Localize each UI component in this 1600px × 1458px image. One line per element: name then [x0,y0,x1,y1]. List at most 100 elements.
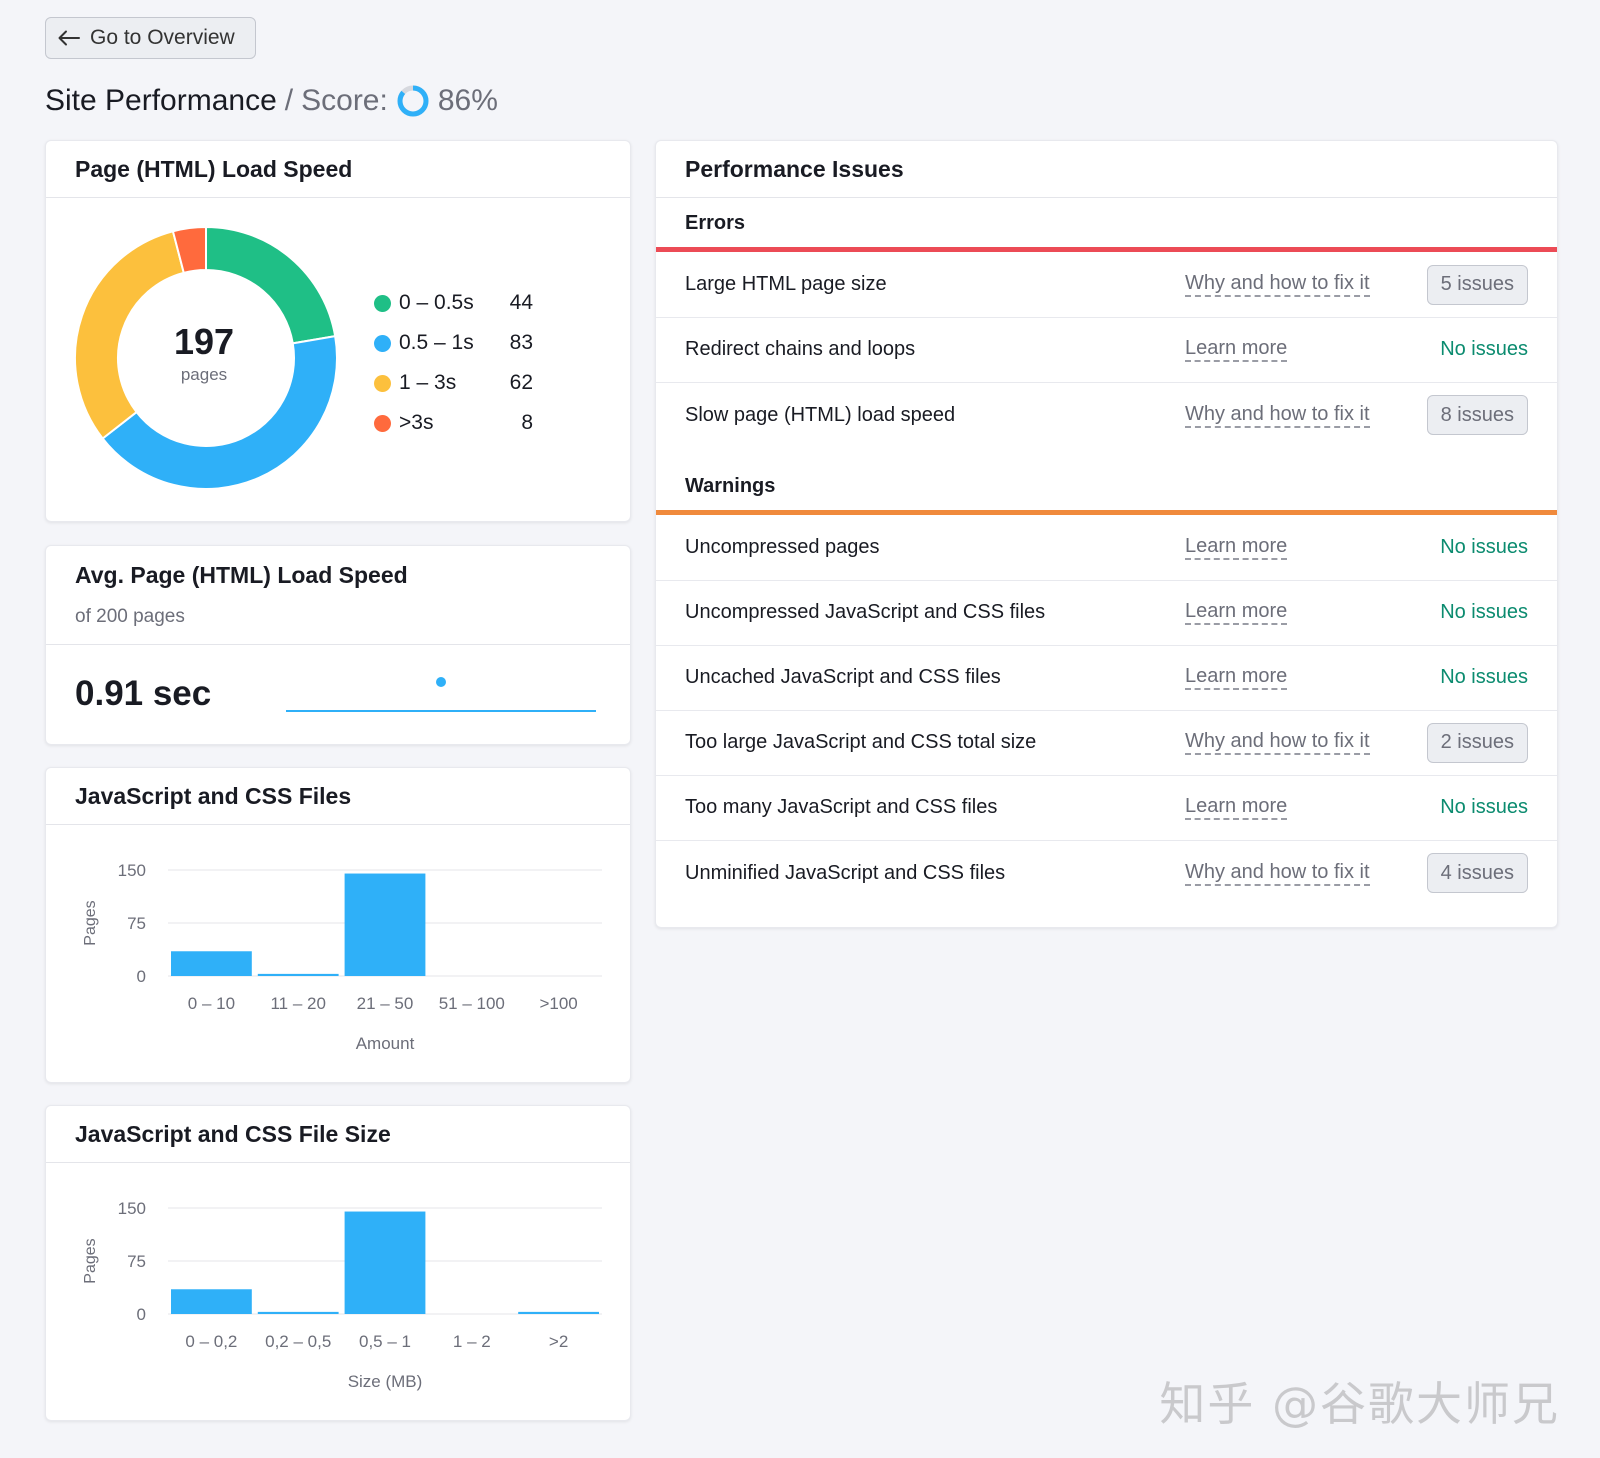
legend-dot [374,334,391,352]
load-speed-donut-chart [74,226,338,490]
load-speed-title: Page (HTML) Load Speed [75,155,353,182]
legend-label: >3s [399,411,434,434]
x-tick-label: 1 – 2 [453,1332,491,1351]
issues-count-button[interactable]: 4 issues [1426,853,1528,893]
issue-name: Large HTML page size [685,273,887,295]
avg-load-speed-card: Avg. Page (HTML) Load Speed of 200 pages… [45,545,631,745]
why-and-how-to-fix-link[interactable]: Why and how to fix it [1185,403,1370,428]
y-tick-label: 150 [118,1199,146,1218]
bar-1[interactable] [257,1311,339,1314]
no-issues-status: No issues [1440,338,1528,360]
y-axis-label: Pages [82,1238,99,1283]
issue-name: Redirect chains and loops [685,338,916,360]
title-separator: / [284,84,294,117]
learn-more-link[interactable]: Learn more [1185,600,1288,625]
arrow-left-icon [58,30,80,46]
warnings-section-header: Warnings [685,474,776,497]
learn-more-link[interactable]: Learn more [1185,337,1288,362]
avg-load-speed-title: Avg. Page (HTML) Load Speed [75,562,408,588]
x-tick-label: 0 – 10 [188,994,235,1013]
issue-row: Uncached JavaScript and CSS files Learn m… [656,645,1557,711]
warnings-severity-bar [656,510,1557,515]
issue-row: Uncompressed pages Learn more No issues [656,515,1557,581]
js-css-files-card: JavaScript and CSS Files 150 75 0 Pages 0 – … [45,767,631,1083]
avg-load-speed-value: 0.91 sec [75,674,212,713]
sparkline-point [436,677,446,687]
x-tick-label: 0,5 – 1 [359,1332,411,1351]
issue-name: Too large JavaScript and CSS total size [685,731,1037,753]
issues-count-button[interactable]: 8 issues [1426,395,1528,435]
js-css-files-title: JavaScript and CSS Files [75,782,352,809]
x-tick-label: 0,2 – 0,5 [265,1332,331,1351]
score-value: 86% [437,84,498,117]
issue-row: Slow page (HTML) load speed Why and how t… [656,382,1557,448]
bar-0[interactable] [171,951,252,976]
divider [46,644,630,645]
bar-2[interactable] [344,1211,426,1314]
js-css-size-chart: 150 75 0 Pages 0 – 0,2 0,2 – 0,5 0,5 – 1 1 – 2 >… [82,1199,602,1391]
x-tick-label: >100 [539,994,577,1013]
no-issues-status: No issues [1440,796,1528,818]
performance-issues-card: Performance Issues Errors Large HTML page… [655,140,1558,928]
issues-count-button[interactable]: 5 issues [1426,264,1528,305]
no-issues-status: No issues [1440,666,1528,688]
bar-1[interactable] [257,973,339,976]
legend-dot [374,414,391,432]
learn-more-link[interactable]: Learn more [1185,795,1288,820]
learn-more-link[interactable]: Learn more [1185,535,1288,560]
donut-slice-3[interactable] [171,226,207,275]
x-tick-label: 21 – 50 [357,994,414,1013]
no-issues-status: No issues [1440,601,1528,623]
x-axis-label: Size (MB) [348,1372,423,1391]
x-tick-label: 11 – 20 [270,994,325,1013]
why-and-how-to-fix-link[interactable]: Why and how to fix it [1185,861,1370,886]
issues-count-button[interactable]: 2 issues [1426,722,1528,763]
legend-count: 83 [509,331,533,354]
bar-4[interactable] [518,1311,599,1314]
why-and-how-to-fix-link[interactable]: Why and how to fix it [1185,272,1370,297]
issue-name: Uncached JavaScript and CSS files [685,666,1001,688]
legend-item-3: >3s 8 [374,403,533,443]
issue-row: Large HTML page size Why and how to fix i… [656,252,1557,318]
score-ring-fill [397,85,429,117]
total-pages-label: pages [180,365,228,384]
total-pages-value: 197 [173,321,235,362]
legend-label: 0 – 0.5s [399,291,474,314]
legend-item-0: 0 – 0.5s 44 [374,283,533,323]
legend-label: 1 – 3s [399,371,457,394]
legend-label: 0.5 – 1s [399,331,474,354]
issue-row: Too many JavaScript and CSS files Learn m… [656,775,1557,841]
legend-count: 44 [509,291,533,314]
y-tick-label: 75 [127,1252,146,1271]
why-and-how-to-fix-link[interactable]: Why and how to fix it [1185,730,1370,755]
x-tick-label: >2 [549,1332,568,1351]
legend-count: 62 [509,371,533,394]
score-ring-icon [397,85,429,117]
errors-section-header: Errors [685,211,746,234]
legend-dot [374,374,391,392]
y-tick-label: 0 [137,967,146,986]
go-to-overview-label: Go to Overview [90,26,235,49]
go-to-overview-button[interactable]: Go to Overview [45,17,256,59]
score-label: Score: [301,84,388,117]
issue-name: Uncompressed pages [685,536,880,558]
x-axis-label: Amount [356,1034,415,1053]
legend-count: 8 [521,411,533,434]
js-css-files-chart: 150 75 0 Pages 0 – 10 11 – 20 21 – 50 51 – 100 >… [82,861,602,1053]
issue-name: Unminified JavaScript and CSS files [685,861,1006,884]
donut-slice-1[interactable] [101,335,338,490]
y-tick-label: 150 [118,861,146,880]
donut-slice-2[interactable] [74,230,186,440]
x-tick-label: 0 – 0,2 [185,1332,237,1351]
errors-severity-bar [656,247,1557,252]
learn-more-link[interactable]: Learn more [1185,665,1288,690]
avg-load-speed-subtitle: of 200 pages [75,606,185,627]
bar-0[interactable] [171,1289,252,1314]
no-issues-status: No issues [1440,536,1528,558]
legend-dot [374,294,391,312]
issue-row: Uncompressed JavaScript and CSS files Lea… [656,580,1557,646]
js-css-size-card: JavaScript and CSS File Size 150 75 0 Pages… [45,1105,631,1421]
load-speed-legend: 0 – 0.5s 44 0.5 – 1s 83 1 – 3s 62 >3s 8 [374,283,533,443]
y-tick-label: 75 [127,914,146,933]
bar-2[interactable] [344,873,426,976]
